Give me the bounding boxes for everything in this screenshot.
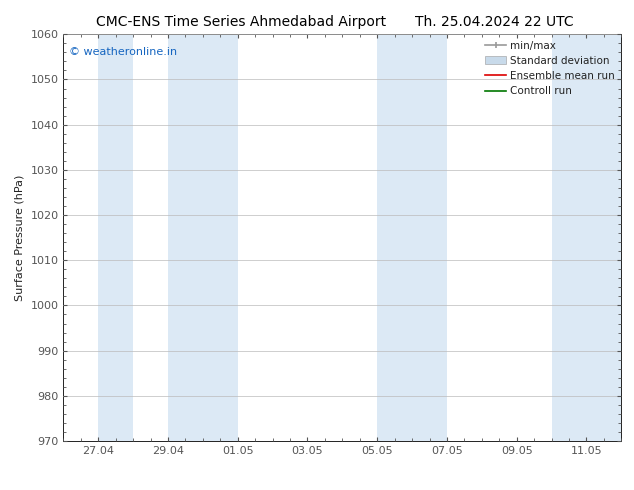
Y-axis label: Surface Pressure (hPa): Surface Pressure (hPa) — [15, 174, 25, 301]
Bar — [552, 34, 621, 441]
Text: © weatheronline.in: © weatheronline.in — [69, 47, 177, 56]
Bar — [168, 34, 238, 441]
Bar — [377, 34, 447, 441]
Text: Th. 25.04.2024 22 UTC: Th. 25.04.2024 22 UTC — [415, 15, 574, 29]
Legend: min/max, Standard deviation, Ensemble mean run, Controll run: min/max, Standard deviation, Ensemble me… — [481, 36, 619, 100]
Bar — [98, 34, 133, 441]
Bar — [621, 34, 634, 441]
Text: CMC-ENS Time Series Ahmedabad Airport: CMC-ENS Time Series Ahmedabad Airport — [96, 15, 386, 29]
